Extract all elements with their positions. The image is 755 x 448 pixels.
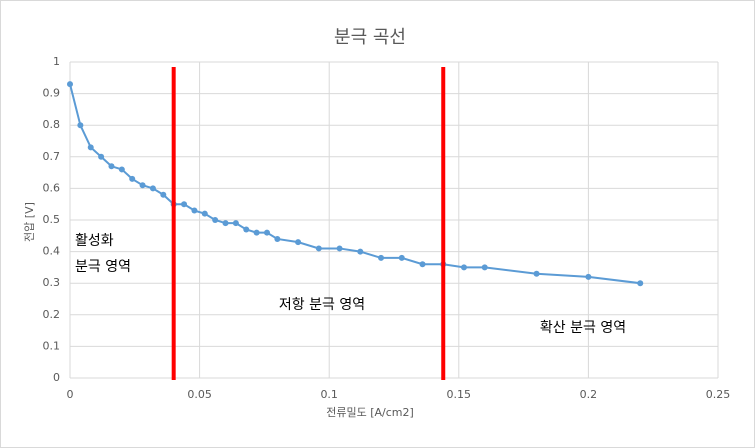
region-label: 확산 분극 영역 xyxy=(540,320,626,336)
y-tick-label: 1 xyxy=(53,55,60,68)
x-axis-label: 전류밀도 [A/cm2] xyxy=(326,406,414,419)
y-tick-label: 0.5 xyxy=(43,213,61,226)
data-point xyxy=(585,273,592,280)
data-point xyxy=(232,220,239,227)
x-tick-label: 0.15 xyxy=(447,388,472,401)
data-point xyxy=(108,163,115,170)
data-point xyxy=(419,261,426,268)
data-point xyxy=(378,254,385,261)
data-point xyxy=(98,153,105,160)
data-point xyxy=(212,217,219,223)
y-tick-label: 0.4 xyxy=(43,245,61,258)
data-point xyxy=(139,182,146,189)
data-point xyxy=(222,220,229,227)
y-tick-label: 0.8 xyxy=(43,118,61,131)
region-label: 저항 분극 영역 xyxy=(279,297,365,313)
region-label: 활성화 xyxy=(75,233,114,249)
data-point xyxy=(118,166,125,173)
data-point xyxy=(160,191,167,198)
chart-title: 분극 곡선 xyxy=(334,27,406,48)
data-point xyxy=(149,185,156,192)
y-tick-label: 0.1 xyxy=(43,339,61,352)
y-tick-label: 0.3 xyxy=(43,276,61,289)
x-tick-label: 0.25 xyxy=(706,388,731,401)
region-label: 분극 영역 xyxy=(75,259,131,275)
data-point xyxy=(201,210,208,217)
data-point xyxy=(77,122,84,129)
data-point xyxy=(336,245,343,252)
x-tick-label: 0.1 xyxy=(320,388,338,401)
y-tick-label: 0.2 xyxy=(43,308,61,321)
data-point xyxy=(191,207,198,214)
data-point xyxy=(87,144,94,151)
x-tick-label: 0.05 xyxy=(187,388,212,401)
y-tick-label: 0.9 xyxy=(43,87,61,100)
data-point xyxy=(67,81,73,88)
y-tick-label: 0.7 xyxy=(43,150,61,163)
data-point xyxy=(253,229,260,236)
data-point xyxy=(295,239,302,246)
data-point xyxy=(398,254,405,261)
data-line xyxy=(69,83,641,285)
data-point xyxy=(481,264,488,271)
data-point xyxy=(274,235,281,242)
y-tick-label: 0 xyxy=(53,371,60,384)
y-tick-label: 0.6 xyxy=(43,181,61,194)
data-point xyxy=(533,270,540,277)
data-point xyxy=(637,280,644,287)
data-point xyxy=(357,248,364,255)
data-point xyxy=(181,201,188,208)
data-point xyxy=(129,175,136,182)
data-point xyxy=(460,264,467,271)
data-point xyxy=(243,226,250,233)
x-tick-label: 0.2 xyxy=(580,388,598,401)
y-axis-label: 전압 [V] xyxy=(23,202,36,242)
data-point xyxy=(315,245,322,252)
data-point xyxy=(263,229,270,236)
x-tick-label: 0 xyxy=(67,388,74,401)
